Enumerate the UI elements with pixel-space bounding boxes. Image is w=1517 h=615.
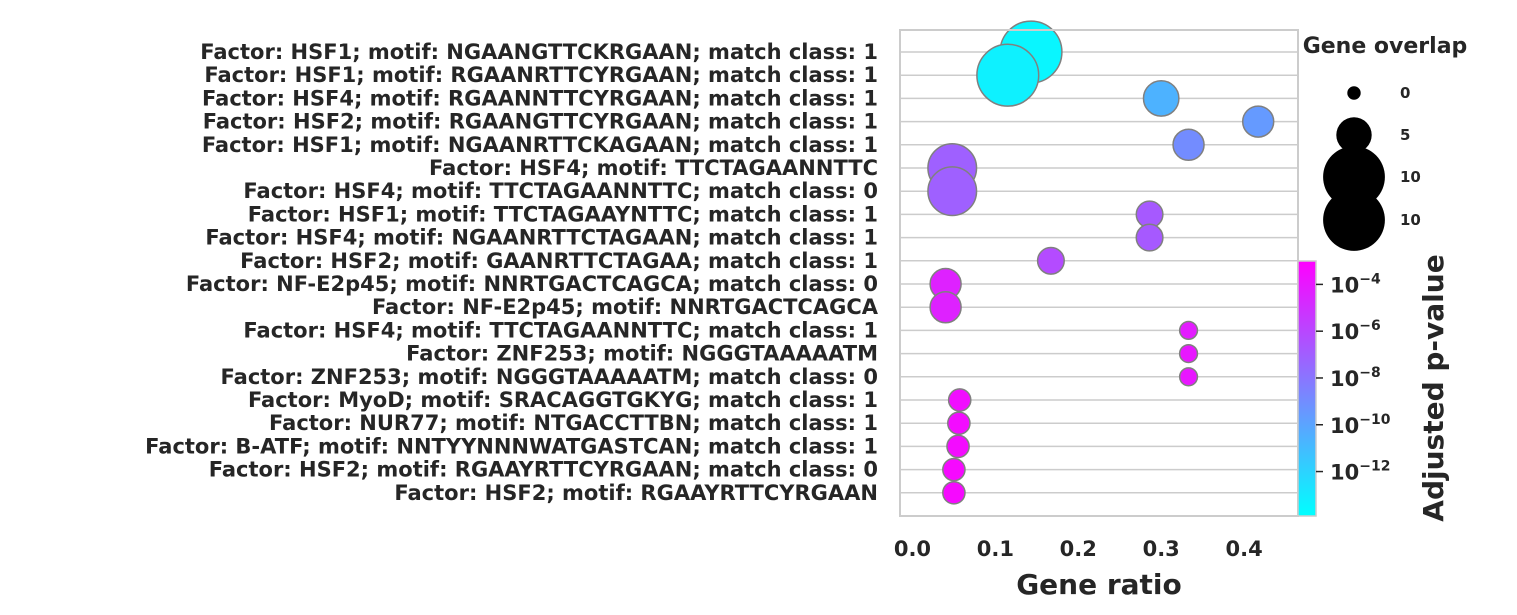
data-point — [946, 434, 970, 459]
size-legend-label: 0 — [1400, 84, 1410, 102]
y-tick-label: Factor: B-ATF; motif: NNTYYNNNWATGASTCAN… — [145, 434, 878, 458]
colorbar: 10−4 10−6 10−8 10−10 10−12 Adjusted p-value — [1297, 254, 1450, 522]
colorbar-tick-label: 10−10 — [1330, 412, 1391, 438]
x-tick-label: 0.3 — [1143, 537, 1180, 561]
colorbar-tick-label: 10−4 — [1330, 271, 1381, 297]
data-point — [927, 166, 978, 217]
size-legend-label: 10 — [1400, 168, 1421, 186]
colorbar-tick-label: 10−6 — [1330, 318, 1381, 344]
y-tick-label: Factor: HSF1; motif: TTCTAGAAYNTTC; matc… — [248, 202, 878, 226]
y-tick-label: Factor: HSF2; motif: RGAAYRTTCYRGAAN; ma… — [209, 458, 878, 482]
data-point — [1178, 367, 1199, 387]
data-point — [947, 411, 971, 436]
data-point — [1036, 246, 1065, 275]
size-legend-marker — [1336, 117, 1372, 153]
size-legend: Gene overlap 0 5 10 10 — [1303, 34, 1468, 251]
data-point — [947, 388, 972, 412]
x-tick-label: 0.1 — [977, 537, 1014, 561]
data-point — [976, 43, 1040, 107]
y-tick-label: Factor: HSF4; motif: TTCTAGAANNTTC; matc… — [243, 179, 878, 203]
data-point — [1172, 128, 1205, 162]
y-tick-label: Factor: HSF2; motif: RGAAYRTTCYRGAAN — [394, 481, 878, 505]
x-axis-title: Gene ratio — [1016, 568, 1182, 601]
y-tick-label: Factor: ZNF253; motif: NGGGTAAAAATM — [406, 342, 878, 366]
data-point — [1241, 105, 1275, 138]
data-point — [1135, 223, 1164, 252]
y-tick-label: Factor: HSF4; motif: TTCTAGAANNTTC; matc… — [243, 318, 878, 342]
data-point — [1178, 343, 1199, 364]
data-point — [942, 457, 966, 482]
y-tick-label: Factor: HSF1; motif: RGAANRTTCYRGAAN; ma… — [204, 63, 878, 87]
y-tick-label: Factor: NF-E2p45; motif: NNRTGACTCAGCA — [372, 295, 879, 319]
size-legend-label: 5 — [1400, 126, 1410, 144]
y-tick-label: Factor: ZNF253; motif: NGGGTAAAAATM; mat… — [221, 365, 878, 389]
size-legend-marker — [1323, 189, 1385, 251]
x-tick-label: 0.0 — [894, 537, 931, 561]
y-tick-label: Factor: MyoD; motif: SRACAGGTGKYG; match… — [248, 388, 878, 412]
y-tick-label: Factor: HSF4; motif: RGAANNTTCYRGAAN; ma… — [202, 86, 878, 110]
y-tick-label: Factor: NF-E2p45; motif: NNRTGACTCAGCA; … — [186, 272, 878, 296]
size-legend-label: 10 — [1400, 211, 1421, 229]
data-point — [1178, 320, 1199, 341]
colorbar-title: Adjusted p-value — [1417, 254, 1450, 521]
x-tick-labels: 0.0 0.1 0.2 0.3 0.4 — [894, 537, 1263, 561]
colorbar-tick-label: 10−8 — [1330, 365, 1381, 391]
data-point — [929, 290, 962, 324]
y-tick-label: Factor: NUR77; motif: NTGACCTTBN; match … — [269, 411, 878, 435]
colorbar-gradient — [1297, 260, 1317, 517]
y-tick-label: Factor: HSF1; motif: NGAANRTTCKAGAAN; ma… — [202, 133, 878, 157]
size-legend-marker — [1347, 86, 1361, 100]
data-point — [1142, 79, 1180, 117]
y-tick-label: Factor: HSF2; motif: GAANRTTCTAGAA; matc… — [240, 249, 878, 273]
colorbar-ticks: 10−4 10−6 10−8 10−10 10−12 — [1316, 271, 1391, 485]
x-tick-label: 0.2 — [1060, 537, 1097, 561]
y-tick-label: Factor: HSF4; motif: NGAANRTTCTAGAAN; ma… — [205, 226, 878, 250]
y-tick-label: Factor: HSF1; motif: NGAANGTTCKRGAAN; ma… — [200, 40, 878, 64]
x-tick-label: 0.4 — [1226, 537, 1263, 561]
data-point — [942, 480, 966, 505]
size-legend-marker — [1323, 146, 1385, 208]
y-tick-labels: Factor: HSF1; motif: NGAANGTTCKRGAAN; ma… — [145, 40, 879, 505]
y-tick-label: Factor: HSF2; motif: RGAANGTTCYRGAAN; ma… — [203, 110, 878, 134]
y-tick-label: Factor: HSF4; motif: TTCTAGAANNTTC — [429, 156, 878, 180]
data-points — [927, 20, 1275, 505]
colorbar-tick-label: 10−12 — [1330, 459, 1390, 485]
size-legend-title: Gene overlap — [1303, 34, 1468, 59]
